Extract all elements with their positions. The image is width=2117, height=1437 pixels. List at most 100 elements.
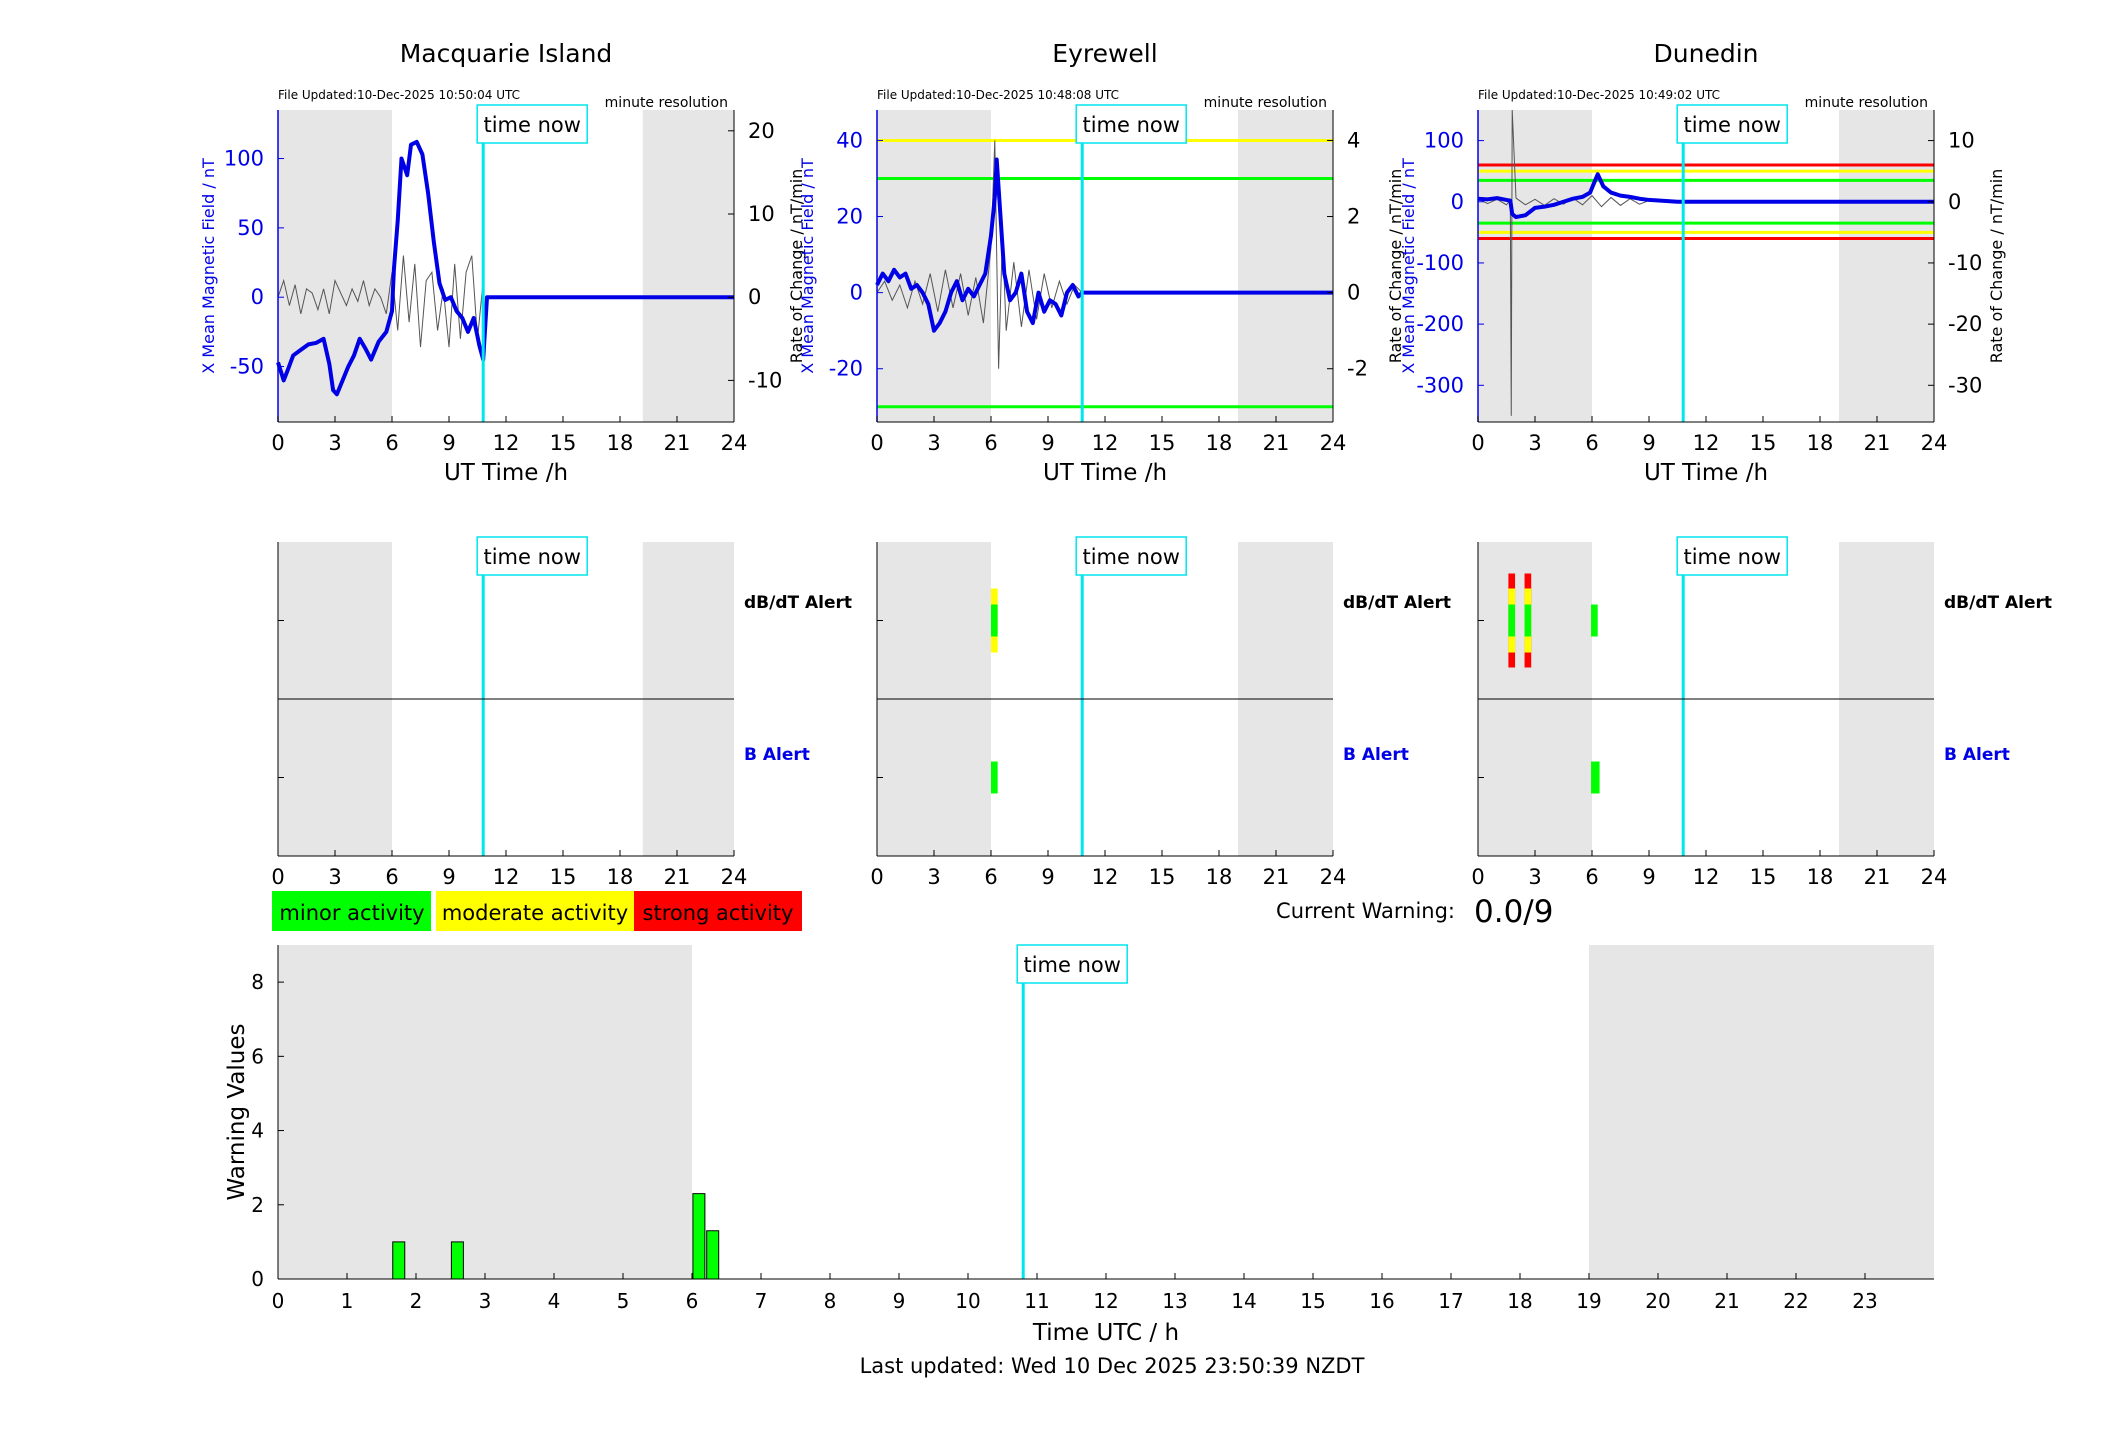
y-tick-label: 0 <box>251 1267 264 1291</box>
y-right-tick-label: 0 <box>748 285 761 309</box>
night-shading-0 <box>1478 110 1592 422</box>
x-tick-label: 21 <box>664 865 691 889</box>
chart-title: Eyrewell <box>1052 39 1157 68</box>
x-tick-label: 21 <box>664 431 691 455</box>
x-tick-label: 0 <box>1471 431 1484 455</box>
x-tick-label: 15 <box>1750 865 1777 889</box>
x-tick-label: 5 <box>617 1289 630 1313</box>
y-right-tick-label: 10 <box>1948 129 1975 153</box>
time-now-label: time now <box>483 113 580 137</box>
dbdt-alert-label: dB/dT Alert <box>744 593 852 613</box>
chart-title: Macquarie Island <box>400 39 613 68</box>
x-tick-label: 15 <box>1149 865 1176 889</box>
warning-bar <box>392 1241 406 1280</box>
x-field-trace <box>1477 172 1934 220</box>
legend-minor-label: minor activity <box>279 901 424 925</box>
current-warning-label: Current Warning: <box>1276 899 1455 923</box>
x-tick-label: 18 <box>607 865 634 889</box>
y-left-tick-label: 20 <box>836 205 863 229</box>
time-now-box <box>1676 104 1788 144</box>
x-tick-label: 24 <box>721 865 748 889</box>
dbdt-alert-minor <box>1591 604 1598 637</box>
x-tick-label: 23 <box>1852 1289 1877 1313</box>
x-axis-label: UT Time /h <box>1043 460 1167 486</box>
x-tick-label: 16 <box>1369 1289 1394 1313</box>
time-now-box <box>476 104 588 144</box>
y-left-tick-label: 100 <box>224 147 264 171</box>
file-updated-text: File Updated:10-Dec-2025 10:50:04 UTC <box>278 88 520 102</box>
y-right-tick-label: -30 <box>1948 373 1982 397</box>
y-left-tick-label: 0 <box>850 281 863 305</box>
night-shading-0 <box>278 945 692 1279</box>
x-tick-label: 21 <box>1263 865 1290 889</box>
x-field-trace <box>276 139 734 397</box>
time-now-label: time now <box>483 545 580 569</box>
x-tick-label: 9 <box>442 431 455 455</box>
y-tick-label: 2 <box>251 1193 264 1217</box>
time-now-box <box>1075 536 1187 576</box>
x-axis-label: UT Time /h <box>1644 460 1768 486</box>
legend-minor-swatch <box>272 891 431 931</box>
y-left-tick-label: -100 <box>1416 251 1464 275</box>
night-shading-1 <box>1839 110 1934 422</box>
x-tick-label: 24 <box>1921 431 1948 455</box>
magnetometer-chart-1: time now 0 3 6 9 12 15 18 21 24 -50 0 50 100 -10 0 10 20 M… <box>199 39 806 486</box>
x-tick-label: 9 <box>1642 865 1655 889</box>
b-alert-label: B Alert <box>1343 745 1409 765</box>
y-right-tick-label: -10 <box>1948 251 1982 275</box>
b-alert-label: B Alert <box>1944 745 2010 765</box>
legend-strong-label: strong activity <box>643 901 794 925</box>
y-left-tick-label: 50 <box>237 216 264 240</box>
last-updated-footer: Last updated: Wed 10 Dec 2025 23:50:39 N… <box>860 1354 1365 1378</box>
x-tick-label: 6 <box>385 865 398 889</box>
x-tick-label: 0 <box>1471 865 1484 889</box>
y-right-tick-label: 10 <box>748 202 775 226</box>
x-tick-label: 21 <box>1864 431 1891 455</box>
x-tick-label: 12 <box>1092 431 1119 455</box>
x-tick-label: 3 <box>1528 865 1541 889</box>
x-tick-label: 15 <box>550 431 577 455</box>
x-field-trace <box>875 157 1333 333</box>
x-tick-label: 15 <box>1750 431 1777 455</box>
legend-strong-swatch <box>634 891 802 931</box>
warning-bar <box>692 1193 706 1280</box>
x-tick-label: 2 <box>410 1289 423 1313</box>
x-tick-label: 8 <box>824 1289 837 1313</box>
x-axis-label: UT Time /h <box>444 460 568 486</box>
y-right-axis-label: Rate of Change / nT/min <box>1987 169 2006 364</box>
resolution-text: minute resolution <box>1204 95 1327 111</box>
y-right-tick-label: -20 <box>1948 312 1982 336</box>
y-left-axis-label: X Mean Magnetic Field / nT <box>1399 158 1418 374</box>
x-tick-label: 13 <box>1162 1289 1187 1313</box>
dbdt-alert-minor <box>1524 604 1532 637</box>
alert-panel-2: time now 0 3 6 9 12 15 18 21 24 dB/dT Alert B Alert <box>870 536 1451 889</box>
x-tick-label: 24 <box>1320 431 1347 455</box>
y-tick-label: 6 <box>251 1044 264 1068</box>
legend-moderate-swatch <box>436 891 634 931</box>
time-now-box <box>1075 104 1187 144</box>
x-tick-label: 10 <box>955 1289 980 1313</box>
b-alert-block <box>991 761 998 794</box>
legend-moderate-label: moderate activity <box>442 901 628 925</box>
y-right-tick-label: -2 <box>1347 357 1368 381</box>
y-left-axis-label: X Mean Magnetic Field / nT <box>798 158 817 374</box>
y-left-tick-label: -200 <box>1416 312 1464 336</box>
x-tick-label: 21 <box>1263 431 1290 455</box>
x-tick-label: 15 <box>1300 1289 1325 1313</box>
y-tick-label: 8 <box>251 970 264 994</box>
x-tick-label: 18 <box>1807 865 1834 889</box>
x-tick-label: 18 <box>1507 1289 1532 1313</box>
x-tick-label: 9 <box>442 865 455 889</box>
x-tick-label: 21 <box>1864 865 1891 889</box>
y-right-tick-label: 4 <box>1347 128 1360 152</box>
x-tick-label: 12 <box>1092 865 1119 889</box>
y-left-tick-label: -300 <box>1416 373 1464 397</box>
x-tick-label: 19 <box>1576 1289 1601 1313</box>
x-tick-label: 0 <box>272 1289 285 1313</box>
y-right-axis-label: Rate of Change / nT/min <box>1386 169 1405 364</box>
alert-panel-3: time now 0 3 6 9 12 15 18 21 24 dB/dT Alert B Alert <box>1471 536 2052 889</box>
chart-title: Dunedin <box>1654 39 1759 68</box>
y-right-tick-label: 0 <box>1347 281 1360 305</box>
alert-panel-1: time now 0 3 6 9 12 15 18 21 24 dB/dT Alert B Alert <box>271 536 852 889</box>
